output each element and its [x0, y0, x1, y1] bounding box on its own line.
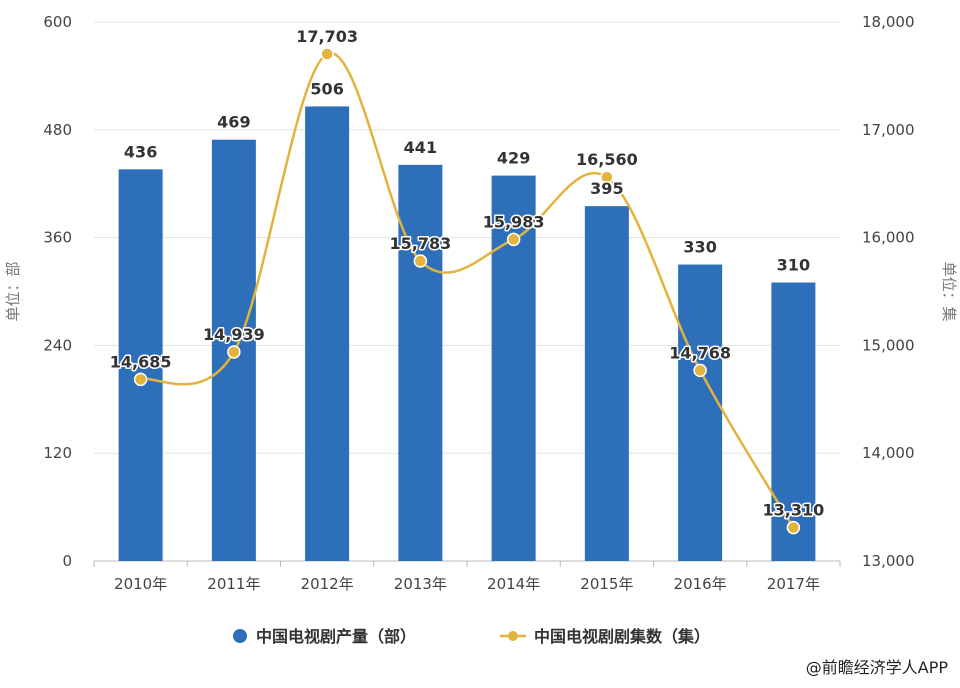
- line-value-label: 15,783: [390, 234, 452, 253]
- axes: 0 13,000 120 14,000 240 15,000 360 16,000 480 17,…: [4, 13, 958, 593]
- x-tick-label: 2010年: [114, 575, 167, 593]
- source-credit: @前瞻经济学人APP: [805, 658, 948, 677]
- legend-line-label: 中国电视剧剧集数（集）: [534, 627, 710, 646]
- y-left-tick-label: 360: [43, 229, 72, 247]
- x-tick-label: 2013年: [394, 575, 447, 593]
- bar-value-label: 441: [404, 138, 437, 157]
- line-point: [600, 170, 614, 184]
- line-point: [227, 345, 241, 359]
- line-value-label: 14,768: [669, 343, 731, 362]
- legend-bar-label: 中国电视剧产量（部）: [256, 627, 416, 646]
- y-left-tick-label: 0: [62, 552, 72, 570]
- line-value-label: 14,939: [203, 325, 265, 344]
- y-right-tick-label: 16,000: [862, 229, 915, 247]
- line-point: [506, 232, 521, 247]
- y-right-tick-label: 14,000: [862, 444, 915, 462]
- y-left-tick-label: 240: [43, 336, 72, 354]
- legend-line-dot: [508, 631, 518, 641]
- y-right-tick-label: 18,000: [862, 13, 915, 31]
- x-tick-label: 2017年: [767, 575, 820, 593]
- data-labels: 436 469 506 441 429 395 330 310 14,685 14,939 17,7…: [108, 26, 826, 522]
- line-point: [133, 372, 148, 387]
- gridlines: [94, 21, 840, 562]
- line-point: [320, 47, 334, 61]
- bar-value-label: 395: [590, 179, 623, 198]
- y-right-axis-title: 单位：集: [940, 261, 958, 321]
- legend: 中国电视剧产量（部） 中国电视剧剧集数（集）: [233, 627, 710, 646]
- line-value-label: 16,560: [576, 150, 638, 169]
- line-point: [786, 520, 801, 535]
- bar-value-label: 436: [124, 142, 157, 161]
- y-right-tick-label: 15,000: [862, 336, 915, 354]
- legend-bar-marker: [233, 629, 247, 643]
- x-tick-label: 2015年: [580, 575, 633, 593]
- line-point: [413, 254, 428, 268]
- y-left-axis-title: 单位：部: [4, 261, 22, 321]
- y-right-tick-label: 13,000: [862, 552, 915, 570]
- line-value-label: 15,983: [483, 212, 545, 231]
- bar: [678, 264, 723, 561]
- bar: [305, 106, 350, 562]
- bar: [584, 206, 629, 562]
- bar-value-label: 506: [310, 79, 343, 98]
- bar-value-label: 330: [683, 238, 716, 257]
- x-tick-label: 2016年: [674, 575, 727, 593]
- y-left-tick-label: 600: [43, 13, 72, 31]
- y-left-tick-label: 480: [43, 121, 72, 139]
- line-value-label: 14,685: [110, 352, 172, 371]
- line-series: [133, 47, 801, 535]
- x-tick-label: 2011年: [207, 575, 260, 593]
- y-right-tick-label: 17,000: [862, 121, 915, 139]
- line-value-label: 13,310: [763, 501, 825, 520]
- line-path: [140, 52, 795, 529]
- bar-value-label: 310: [777, 256, 810, 275]
- line-point: [693, 363, 707, 378]
- bar: [398, 164, 443, 561]
- x-tick-label: 2014年: [487, 575, 540, 593]
- x-tick-label: 2012年: [301, 575, 354, 593]
- bar-series: [118, 106, 816, 562]
- bar: [771, 282, 816, 561]
- bar-value-label: 429: [497, 149, 530, 168]
- y-left-tick-label: 120: [43, 444, 72, 462]
- bar-value-label: 469: [217, 113, 250, 132]
- bar: [118, 169, 163, 561]
- line-value-label: 17,703: [296, 27, 358, 46]
